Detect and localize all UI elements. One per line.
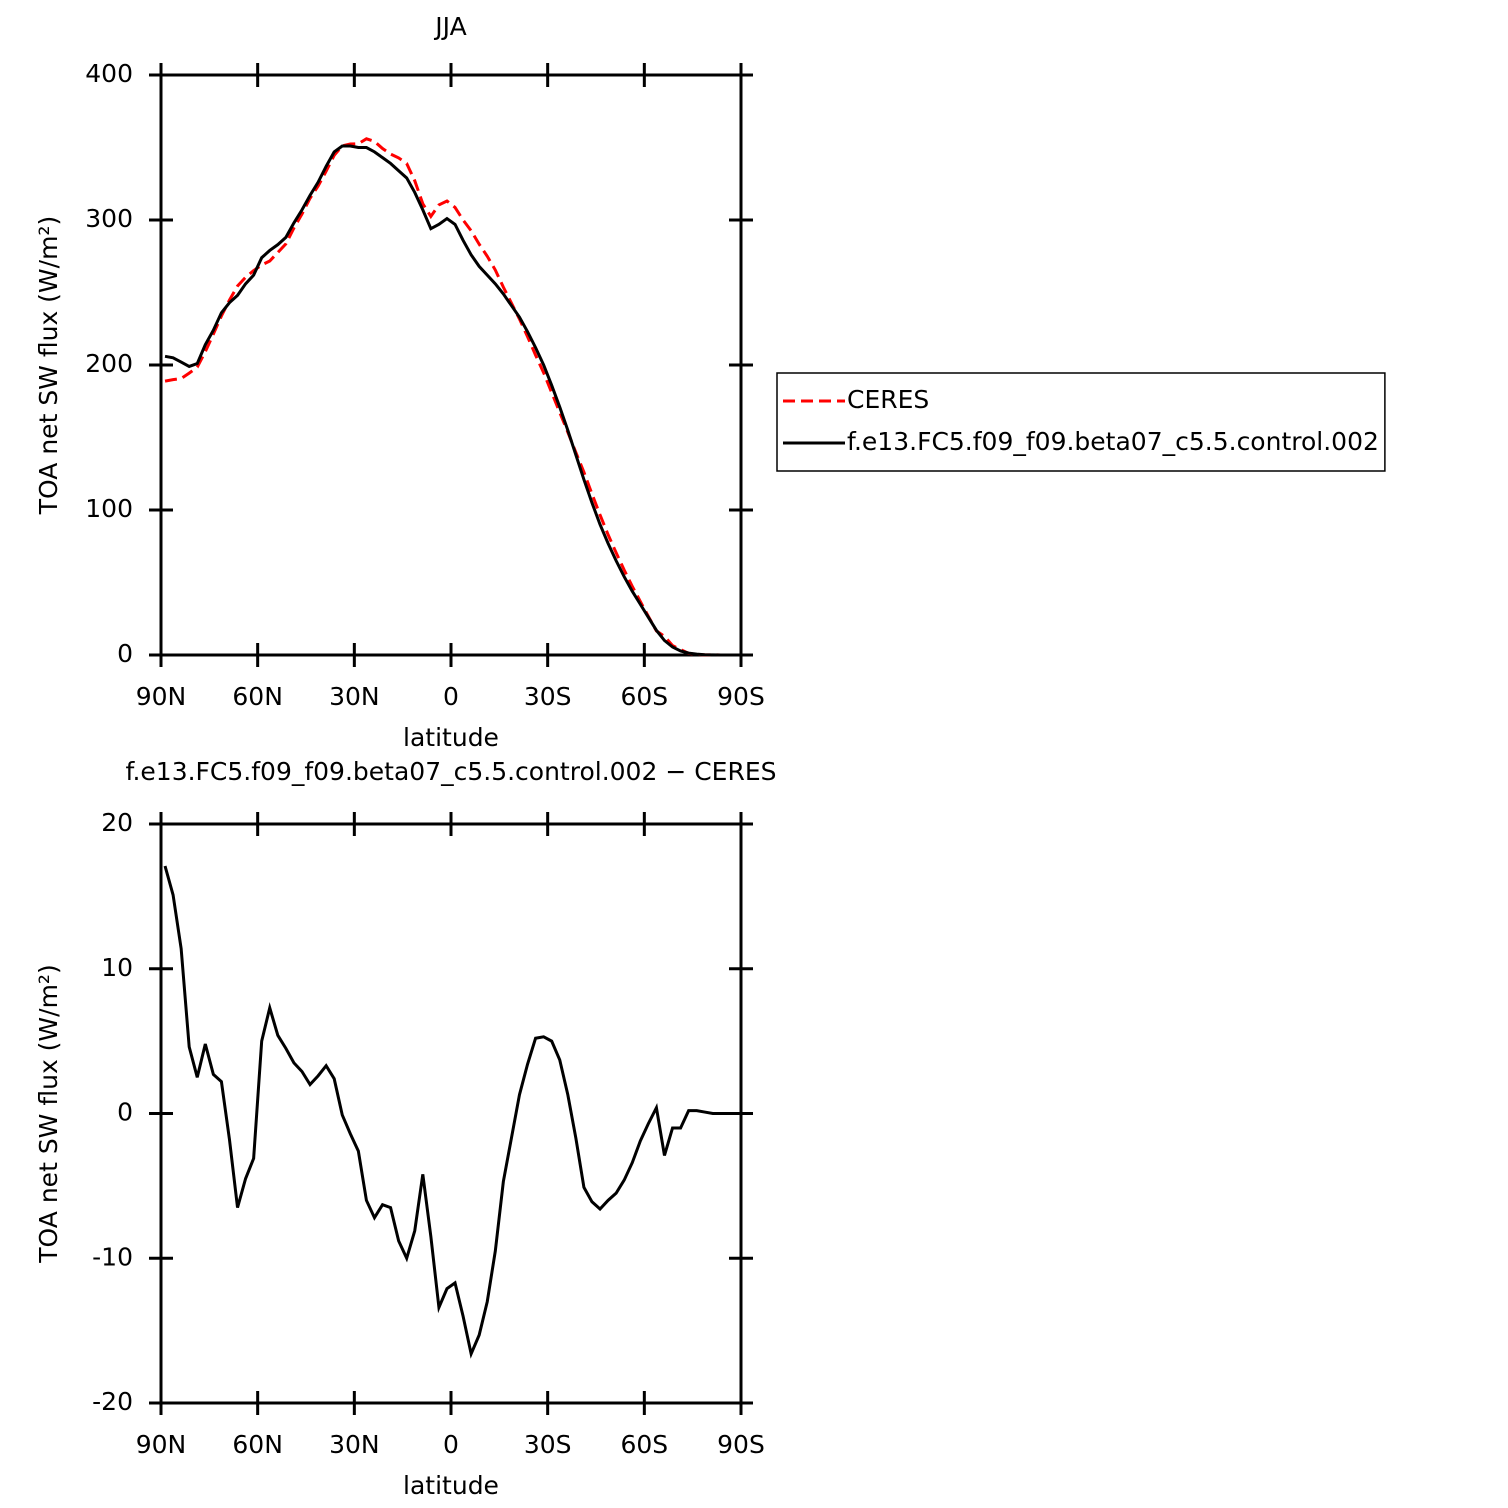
x-tick-label: 90S bbox=[717, 682, 765, 711]
x-tick-label: 90S bbox=[717, 1430, 765, 1459]
chart-title: JJA bbox=[433, 12, 466, 41]
x-axis-label: latitude bbox=[403, 1471, 499, 1500]
y-tick-label: 400 bbox=[85, 59, 133, 88]
y-tick-label: 0 bbox=[117, 639, 133, 668]
x-tick-label: 0 bbox=[443, 1430, 459, 1459]
chart-title: f.e13.FC5.f09_f09.beta07_c5.5.control.00… bbox=[125, 757, 776, 786]
y-tick-label: 20 bbox=[101, 808, 133, 837]
x-tick-label: 30S bbox=[524, 1430, 572, 1459]
legend: CERES f.e13.FC5.f09_f09.beta07_c5.5.contr… bbox=[776, 372, 1386, 472]
y-axis-label: TOA net SW flux (W/m²) bbox=[34, 964, 63, 1263]
x-tick-label: 60N bbox=[232, 1430, 283, 1459]
plot-frame bbox=[159, 73, 743, 657]
legend-label: CERES bbox=[847, 385, 929, 414]
y-axis-label: TOA net SW flux (W/m²) bbox=[34, 216, 63, 515]
legend-label: f.e13.FC5.f09_f09.beta07_c5.5.control.00… bbox=[847, 427, 1379, 456]
y-tick-label: 0 bbox=[117, 1098, 133, 1127]
data-line bbox=[163, 865, 737, 1359]
x-tick-label: 60S bbox=[620, 1430, 668, 1459]
x-tick-label: 90N bbox=[136, 682, 187, 711]
data-line bbox=[164, 144, 737, 657]
x-tick-label: 0 bbox=[443, 682, 459, 711]
y-tick-label: -20 bbox=[92, 1387, 133, 1416]
x-tick-label: 60N bbox=[232, 682, 283, 711]
y-tick-label: 300 bbox=[85, 204, 133, 233]
legend-box bbox=[776, 372, 1386, 472]
x-tick-label: 30S bbox=[524, 682, 572, 711]
y-tick-label: -10 bbox=[92, 1242, 133, 1271]
x-tick-label: 60S bbox=[620, 682, 668, 711]
y-tick-label: 10 bbox=[101, 953, 133, 982]
x-axis-label: latitude bbox=[403, 723, 499, 752]
data-line bbox=[164, 137, 737, 657]
y-tick-label: 100 bbox=[85, 494, 133, 523]
y-tick-label: 200 bbox=[85, 349, 133, 378]
x-tick-label: 30N bbox=[329, 1430, 380, 1459]
x-tick-label: 30N bbox=[329, 682, 380, 711]
x-tick-label: 90N bbox=[136, 1430, 187, 1459]
